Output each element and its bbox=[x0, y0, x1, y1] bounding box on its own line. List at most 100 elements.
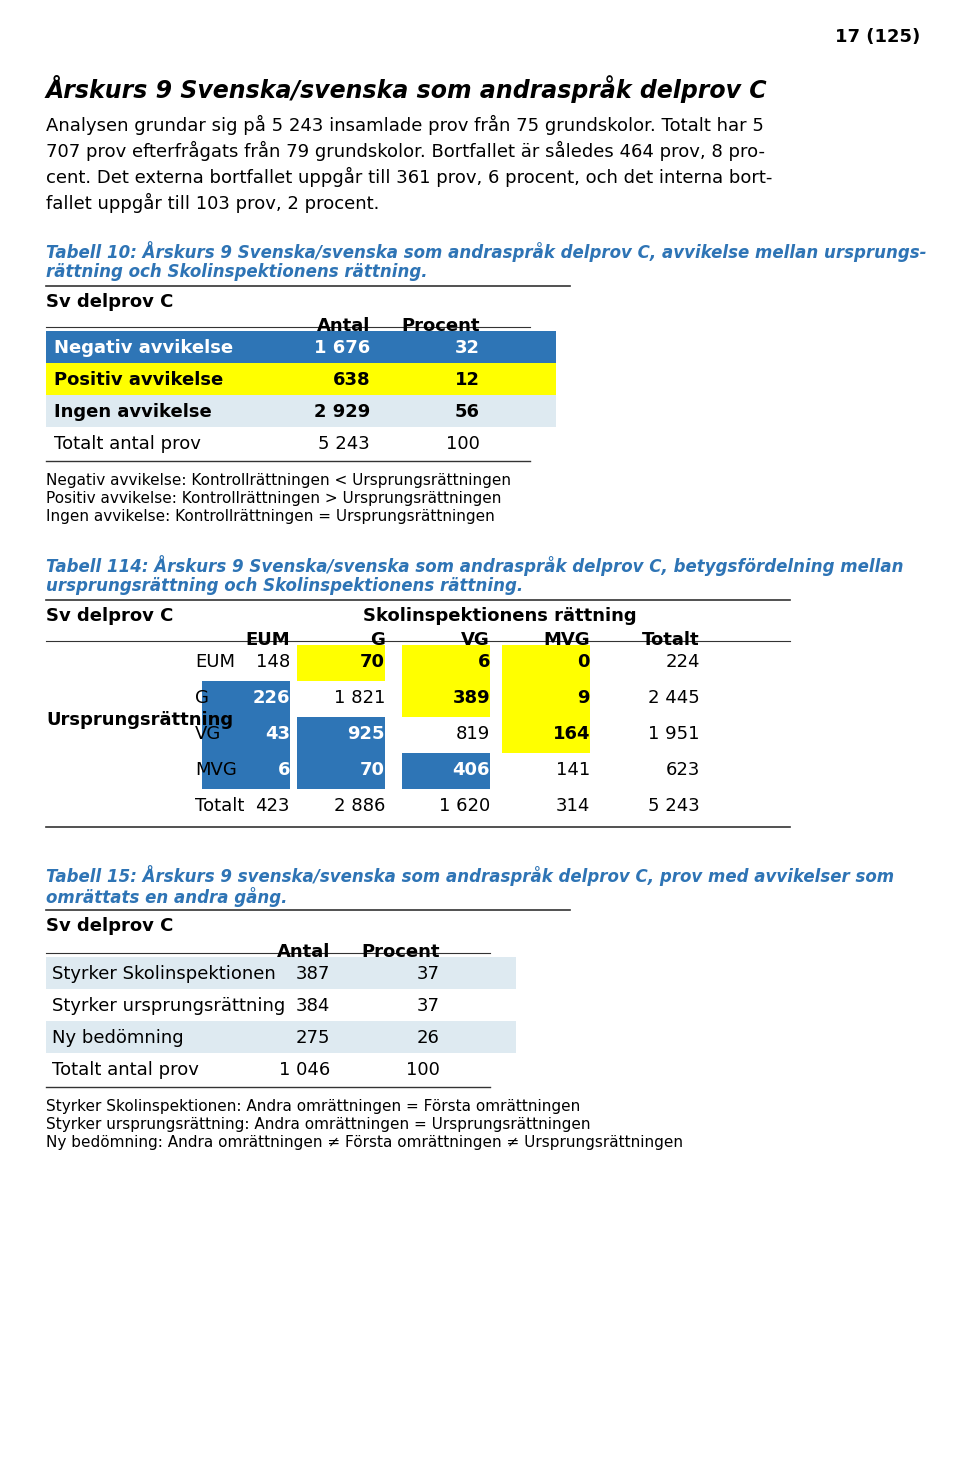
Bar bbox=[402, 681, 490, 717]
Text: Ingen avvikelse: Ingen avvikelse bbox=[54, 404, 212, 421]
Text: 275: 275 bbox=[296, 1030, 330, 1047]
Text: 384: 384 bbox=[296, 997, 330, 1015]
Bar bbox=[297, 645, 385, 681]
Text: 0: 0 bbox=[578, 653, 590, 672]
Text: Ingen avvikelse: Kontrollrättningen = Ursprungsrättningen: Ingen avvikelse: Kontrollrättningen = Ur… bbox=[46, 510, 494, 524]
Text: 1 046: 1 046 bbox=[278, 1061, 330, 1080]
Text: 925: 925 bbox=[348, 725, 385, 742]
Bar bbox=[46, 395, 556, 427]
Text: Procent: Procent bbox=[362, 943, 440, 960]
Text: 100: 100 bbox=[446, 435, 480, 454]
Text: 17 (125): 17 (125) bbox=[835, 28, 920, 46]
Text: 406: 406 bbox=[452, 762, 490, 779]
Text: Sv delprov C: Sv delprov C bbox=[46, 293, 174, 311]
Bar bbox=[402, 753, 490, 790]
Text: fallet uppgår till 103 prov, 2 procent.: fallet uppgår till 103 prov, 2 procent. bbox=[46, 193, 379, 214]
Bar bbox=[297, 753, 385, 790]
Text: EUM: EUM bbox=[195, 653, 235, 672]
Text: Totalt: Totalt bbox=[195, 797, 245, 815]
Text: Analysen grundar sig på 5 243 insamlade prov från 75 grundskolor. Totalt har 5: Analysen grundar sig på 5 243 insamlade … bbox=[46, 115, 764, 136]
Text: G: G bbox=[195, 689, 209, 707]
Text: 2 445: 2 445 bbox=[648, 689, 700, 707]
Text: Negativ avvikelse: Kontrollrättningen < Ursprungsrättningen: Negativ avvikelse: Kontrollrättningen < … bbox=[46, 473, 511, 488]
Text: 819: 819 bbox=[456, 725, 490, 742]
Text: 26: 26 bbox=[418, 1030, 440, 1047]
Text: 1 821: 1 821 bbox=[334, 689, 385, 707]
Text: 5 243: 5 243 bbox=[648, 797, 700, 815]
Text: 224: 224 bbox=[665, 653, 700, 672]
Text: Negativ avvikelse: Negativ avvikelse bbox=[54, 339, 233, 356]
Text: 12: 12 bbox=[455, 371, 480, 389]
Text: 6: 6 bbox=[477, 653, 490, 672]
Text: Antal: Antal bbox=[317, 317, 370, 334]
Text: Årskurs 9 Svenska/svenska som andraspråk delprov C: Årskurs 9 Svenska/svenska som andraspråk… bbox=[46, 75, 768, 103]
Text: G: G bbox=[371, 630, 385, 650]
Text: Totalt antal prov: Totalt antal prov bbox=[52, 1061, 199, 1080]
Text: 387: 387 bbox=[296, 965, 330, 982]
Text: Styrker ursprungsrättning: Andra omrättningen = Ursprungsrättningen: Styrker ursprungsrättning: Andra omrättn… bbox=[46, 1117, 590, 1131]
Text: Totalt antal prov: Totalt antal prov bbox=[54, 435, 201, 454]
Bar bbox=[402, 645, 490, 681]
Text: 707 prov efterfrågats från 79 grundskolor. Bortfallet är således 464 prov, 8 pro: 707 prov efterfrågats från 79 grundskolo… bbox=[46, 141, 765, 161]
Text: Styrker Skolinspektionen: Andra omrättningen = Första omrättningen: Styrker Skolinspektionen: Andra omrättni… bbox=[46, 1099, 580, 1114]
Text: 32: 32 bbox=[455, 339, 480, 356]
Text: Procent: Procent bbox=[401, 317, 480, 334]
Text: 226: 226 bbox=[252, 689, 290, 707]
Text: 423: 423 bbox=[255, 797, 290, 815]
Text: Tabell 114: Årskurs 9 Svenska/svenska som andraspråk delprov C, betygsfördelning: Tabell 114: Årskurs 9 Svenska/svenska so… bbox=[46, 555, 903, 576]
Text: 37: 37 bbox=[417, 965, 440, 982]
Text: 1 951: 1 951 bbox=[649, 725, 700, 742]
Text: Skolinspektionens rättning: Skolinspektionens rättning bbox=[363, 607, 636, 625]
Text: 100: 100 bbox=[406, 1061, 440, 1080]
Text: MVG: MVG bbox=[195, 762, 237, 779]
Text: 6: 6 bbox=[277, 762, 290, 779]
Text: EUM: EUM bbox=[246, 630, 290, 650]
Bar bbox=[502, 717, 590, 753]
Text: 148: 148 bbox=[255, 653, 290, 672]
Text: rättning och Skolinspektionens rättning.: rättning och Skolinspektionens rättning. bbox=[46, 264, 427, 281]
Text: VG: VG bbox=[195, 725, 221, 742]
Bar bbox=[297, 717, 385, 753]
Text: Tabell 10: Årskurs 9 Svenska/svenska som andraspråk delprov C, avvikelse mellan : Tabell 10: Årskurs 9 Svenska/svenska som… bbox=[46, 242, 926, 262]
Text: 2 886: 2 886 bbox=[334, 797, 385, 815]
Text: Positiv avvikelse: Positiv avvikelse bbox=[54, 371, 224, 389]
Text: 70: 70 bbox=[360, 653, 385, 672]
Text: 164: 164 bbox=[553, 725, 590, 742]
Text: VG: VG bbox=[461, 630, 490, 650]
Text: 43: 43 bbox=[265, 725, 290, 742]
Text: 2 929: 2 929 bbox=[314, 404, 370, 421]
Text: 623: 623 bbox=[665, 762, 700, 779]
Bar bbox=[502, 645, 590, 681]
Text: Positiv avvikelse: Kontrollrättningen > Ursprungsrättningen: Positiv avvikelse: Kontrollrättningen > … bbox=[46, 491, 501, 507]
Bar bbox=[202, 681, 290, 717]
Text: 1 620: 1 620 bbox=[439, 797, 490, 815]
Text: Totalt: Totalt bbox=[642, 630, 700, 650]
Text: Sv delprov C: Sv delprov C bbox=[46, 918, 174, 935]
Text: omrättats en andra gång.: omrättats en andra gång. bbox=[46, 887, 287, 907]
Text: Styrker ursprungsrättning: Styrker ursprungsrättning bbox=[52, 997, 285, 1015]
Text: Styrker Skolinspektionen: Styrker Skolinspektionen bbox=[52, 965, 276, 982]
Text: MVG: MVG bbox=[543, 630, 590, 650]
Text: 5 243: 5 243 bbox=[319, 435, 370, 454]
Text: cent. Det externa bortfallet uppgår till 361 prov, 6 procent, och det interna bo: cent. Det externa bortfallet uppgår till… bbox=[46, 166, 773, 187]
Bar bbox=[202, 753, 290, 790]
Bar bbox=[502, 681, 590, 717]
Text: Tabell 15: Årskurs 9 svenska/svenska som andraspråk delprov C, prov med avvikels: Tabell 15: Årskurs 9 svenska/svenska som… bbox=[46, 865, 894, 885]
Text: 9: 9 bbox=[578, 689, 590, 707]
Bar bbox=[46, 331, 556, 362]
Text: 141: 141 bbox=[556, 762, 590, 779]
Text: Ursprungsrättning: Ursprungsrättning bbox=[46, 711, 233, 729]
Text: 638: 638 bbox=[332, 371, 370, 389]
Text: 37: 37 bbox=[417, 997, 440, 1015]
Text: 1 676: 1 676 bbox=[314, 339, 370, 356]
Text: ursprungsrättning och Skolinspektionens rättning.: ursprungsrättning och Skolinspektionens … bbox=[46, 577, 523, 595]
Text: Antal: Antal bbox=[276, 943, 330, 960]
Bar bbox=[46, 957, 516, 988]
Bar bbox=[202, 717, 290, 753]
Text: Sv delprov C: Sv delprov C bbox=[46, 607, 174, 625]
Text: 70: 70 bbox=[360, 762, 385, 779]
Bar bbox=[46, 362, 556, 395]
Text: 389: 389 bbox=[452, 689, 490, 707]
Bar bbox=[46, 1021, 516, 1053]
Text: Ny bedömning: Ny bedömning bbox=[52, 1030, 183, 1047]
